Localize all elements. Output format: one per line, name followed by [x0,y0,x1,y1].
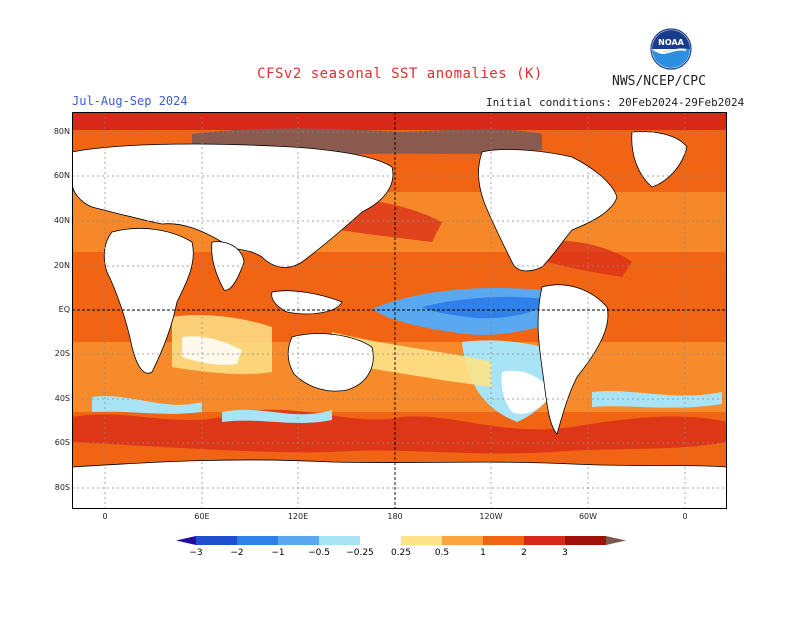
colorbar-swatch [319,536,360,545]
lon-label-0-east: 0 [682,512,688,521]
colorbar-swatch [360,536,401,545]
colorbar-swatch [196,536,237,545]
colorbar-tick-label: −1 [271,548,284,558]
indian-ocean-neutral [182,336,242,365]
lat-label-80n: 80N [53,127,70,136]
initial-conditions-label: Initial conditions: 20Feb2024-29Feb2024 [486,96,745,109]
lat-label-40s: 40S [54,394,70,403]
central-pacific-weak-warm [332,332,492,387]
lon-label-180: 180 [387,512,403,521]
lat-label-60n: 60N [53,171,70,180]
colorbar-cap-low [176,536,196,545]
land-eurasia [72,143,394,268]
lon-label-60w: 60W [578,512,598,521]
lat-label-40n: 40N [53,216,70,225]
colorbar-swatch [401,536,442,545]
southeast-pacific-neutral [501,370,552,414]
land-maritime-continent [271,290,343,315]
colorbar-swatch [524,536,565,545]
agency-label: NWS/NCEP/CPC [612,74,706,89]
colorbar-tick-label: −0.5 [308,548,330,558]
lon-label-120e: 120E [287,512,309,521]
colorbar-tick-label: −2 [230,548,243,558]
land-antarctica [72,459,727,509]
sst-anomaly-map [72,112,727,509]
southern-ocean-cool-patches [92,390,722,424]
lat-label-20n: 20N [53,261,70,270]
lat-label-80s: 80S [54,483,70,492]
colorbar-tick-label: −3 [189,548,202,558]
map-frame [72,112,727,509]
land-australia [287,333,374,392]
colorbar-tick-label: 2 [521,548,527,558]
arctic-extreme-band [72,112,727,130]
land-north-america [478,149,618,272]
colorbar-cap-high [606,536,626,545]
colorbar-swatch [278,536,319,545]
colorbar-tick-label: 1 [480,548,486,558]
colorbar-swatch [565,536,606,545]
lon-label-60e: 60E [194,512,210,521]
colorbar-tick-label: 3 [562,548,568,558]
colorbar-ticks: −3 −2 −1 −0.5 −0.25 0.25 0.5 1 2 3 [189,548,568,558]
equatorial-pacific-cold-core [422,296,552,319]
colorbar-swatch [237,536,278,545]
land-greenland [631,131,688,188]
map-title: CFSv2 seasonal SST anomalies (K) [257,66,543,82]
land-africa [103,227,194,374]
colorbar-tick-label: 0.25 [391,548,411,558]
land-south-america [537,284,609,435]
logo-text: NOAA [658,38,684,47]
colorbar-tick-label: 0.5 [435,548,449,558]
lon-label-0: 0 [102,512,108,521]
colorbar-tick-label: −0.25 [346,548,374,558]
north-atlantic-warm-patch [542,240,632,277]
colorbar-swatch [483,536,524,545]
colorbar: −3 −2 −1 −0.5 −0.25 0.25 0.5 1 2 3 [176,536,626,558]
colorbar-swatches [176,536,626,545]
lat-label-20s: 20S [54,349,70,358]
lon-label-120w: 120W [479,512,503,521]
season-label: Jul-Aug-Sep 2024 [72,94,188,108]
noaa-logo: NOAA [650,28,692,70]
colorbar-swatch [442,536,483,545]
lat-label-eq: EQ [58,305,70,314]
map-grid [72,112,727,509]
lat-label-60s: 60S [54,438,70,447]
